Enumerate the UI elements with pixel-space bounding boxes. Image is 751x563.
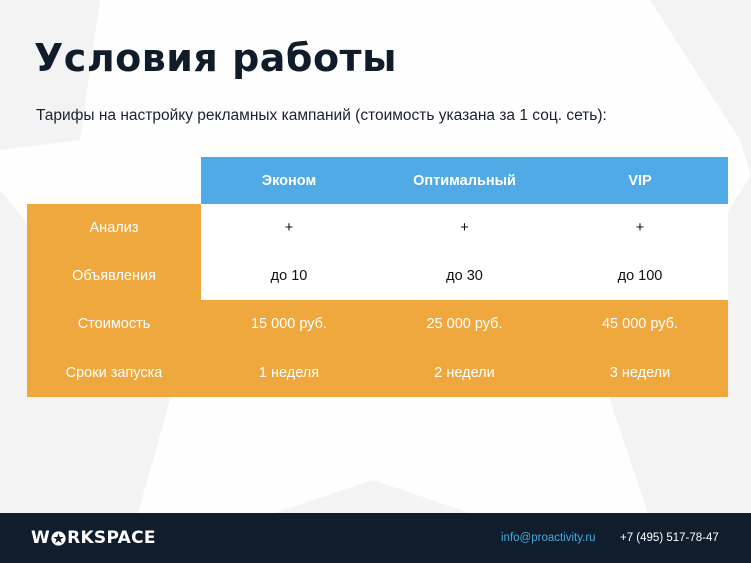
workspace-logo: W RKSPACE	[31, 528, 156, 548]
table-cell: 45 000 руб.	[552, 300, 728, 348]
email-link[interactable]: info@proactivity.ru	[501, 532, 596, 544]
table-cell: 25 000 руб.	[377, 300, 552, 348]
table-cell: +	[377, 204, 552, 252]
row-label-cost: Стоимость	[27, 300, 201, 348]
table-cell: до 30	[377, 252, 552, 300]
column-header-optimal: Оптимальный	[377, 157, 552, 204]
column-header-vip: VIP	[552, 157, 728, 204]
logo-text-start: W	[31, 528, 51, 548]
page-title: Условия работы	[34, 36, 397, 80]
row-label-ads: Объявления	[27, 252, 201, 300]
page-subtitle: Тарифы на настройку рекламных кампаний (…	[36, 107, 607, 124]
phone-number: +7 (495) 517-78-47	[620, 532, 719, 544]
table-cell: 3 недели	[552, 348, 728, 397]
table-cell: +	[552, 204, 728, 252]
column-header-econom: Эконом	[201, 157, 377, 204]
row-label-launch-time: Сроки запуска	[27, 348, 201, 397]
row-label-analysis: Анализ	[27, 204, 201, 252]
table-cell: 1 неделя	[201, 348, 377, 397]
pricing-table: Эконом Оптимальный VIP Анализ + + + Объя…	[27, 157, 728, 397]
table-cell: +	[201, 204, 377, 252]
table-cell: до 100	[552, 252, 728, 300]
star-in-circle-icon	[51, 530, 66, 546]
table-cell: 2 недели	[377, 348, 552, 397]
logo-text-end: RKSPACE	[67, 528, 156, 548]
table-cell: 15 000 руб.	[201, 300, 377, 348]
slide: Условия работы Тарифы на настройку рекла…	[27, 36, 728, 397]
table-cell: до 10	[201, 252, 377, 300]
footer-bar: W RKSPACE info@proactivity.ru +7 (495) 5…	[0, 513, 751, 563]
